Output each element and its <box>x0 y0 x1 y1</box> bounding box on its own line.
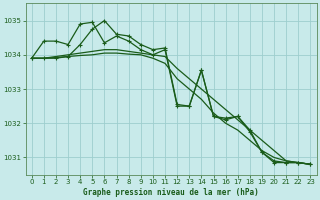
X-axis label: Graphe pression niveau de la mer (hPa): Graphe pression niveau de la mer (hPa) <box>83 188 259 197</box>
